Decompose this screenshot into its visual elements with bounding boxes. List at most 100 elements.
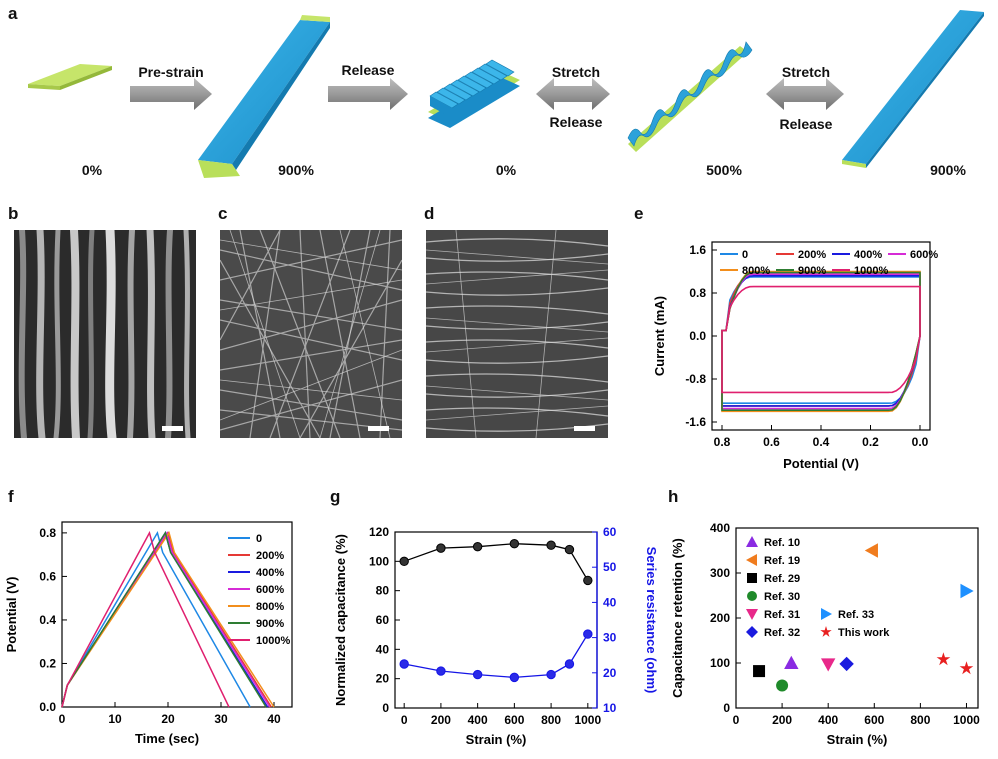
legend-label: 800%	[742, 265, 770, 277]
gcd-series-400%	[61, 531, 269, 708]
y-axis-label: Normalized capacitance (%)	[333, 534, 348, 706]
y-axis-label: Current (mA)	[652, 296, 667, 376]
x-tick-label: 0.8	[714, 435, 731, 449]
fully-stretched-strip	[842, 10, 984, 168]
unstretched-substrate	[28, 64, 112, 90]
stretch-label-1: Stretch	[551, 64, 601, 80]
data-point-ref-33	[960, 583, 974, 599]
x-tick-label: 40	[267, 712, 281, 726]
series-point-right	[399, 659, 409, 669]
sem-image-aligned-fibers	[426, 230, 608, 438]
strain-label-0b: 0%	[495, 162, 517, 178]
y-tick-label: 0.0	[689, 329, 706, 343]
data-point-this-work	[959, 661, 974, 675]
y-tick-label: 0	[382, 701, 389, 715]
data-point-ref-31	[820, 658, 836, 672]
release-arrow	[328, 78, 408, 110]
y-tick-label: 80	[376, 584, 390, 598]
strain-label-900b: 900%	[930, 162, 966, 178]
y-tick-label: 0.2	[39, 656, 56, 670]
panel-label-d: d	[424, 204, 435, 223]
x-axis-label: Potential (V)	[783, 456, 859, 471]
stretch-release-arrow-1	[536, 78, 610, 110]
plot-frame	[394, 531, 598, 709]
data-point-ref-30	[776, 679, 789, 692]
y-tick-label: 0.0	[39, 700, 56, 714]
panel-label-a: a	[8, 4, 18, 23]
series-line-right	[404, 633, 589, 679]
legend-label: Ref. 19	[764, 555, 800, 567]
y-right-tick-label: 50	[603, 560, 617, 574]
series-point-left	[436, 543, 446, 553]
gcd-series-1000%	[61, 530, 230, 708]
sem-image-wrinkled	[14, 230, 196, 438]
partially-stretched-strip	[627, 41, 753, 152]
series-point-right	[436, 666, 446, 676]
series-point-left	[399, 556, 409, 567]
panel-label-g: g	[330, 487, 341, 506]
plot-frame	[61, 521, 293, 708]
y-tick-label: 0.8	[689, 286, 706, 300]
release-label: Release	[341, 62, 395, 78]
scale-bar	[574, 426, 595, 431]
legend-label: Ref. 33	[838, 609, 874, 621]
series-point-left	[546, 540, 556, 550]
release-label-3: Release	[779, 116, 833, 132]
panel-label-h: h	[668, 487, 679, 506]
y-tick-label: 200	[710, 611, 730, 625]
series-point-right	[472, 669, 483, 680]
x-tick-label: 10	[108, 712, 122, 726]
legend-marker	[820, 626, 832, 637]
legend-label: 800%	[256, 601, 284, 613]
chart-cv: 1.6 0.8 0.0 -0.8 -1.6 0.8 0.6 0.4 0.2 0.0 Potentia…	[652, 241, 938, 471]
y-tick-label: 300	[710, 566, 730, 580]
cv-series-800%	[721, 270, 921, 413]
y-tick-label: 40	[376, 642, 390, 656]
legend-label: Ref. 10	[764, 537, 800, 549]
schematic-diagram	[28, 10, 984, 178]
y-tick-label: 400	[710, 521, 730, 535]
strain-label-900a: 900%	[278, 162, 314, 178]
legend-label: 200%	[798, 249, 826, 261]
series-point-left	[583, 575, 593, 586]
legend-marker	[746, 609, 758, 620]
x-tick-label: 600	[864, 713, 884, 727]
x-tick-label: 200	[772, 713, 792, 727]
data-point-ref-19	[864, 543, 878, 558]
y-tick-label: 20	[376, 672, 390, 686]
legend-marker	[746, 626, 758, 638]
y-tick-label: 0.4	[39, 613, 56, 627]
x-tick-label: 0	[59, 712, 66, 726]
x-tick-label: 1000	[574, 713, 601, 727]
x-tick-label: 200	[431, 713, 451, 727]
legend-label: 900%	[798, 265, 826, 277]
chart-gcd: 0.0 0.2 0.4 0.6 0.8 0 10 20 30 40 Time (sec) Potent…	[4, 521, 293, 746]
scale-bar	[162, 426, 183, 431]
x-tick-label: 1000	[953, 713, 980, 727]
series-point-right	[509, 672, 520, 683]
strain-label-0a: 0%	[81, 162, 103, 178]
legend-label: Ref. 29	[764, 573, 800, 585]
gcd-series-800%	[61, 531, 275, 708]
x-tick-label: 800	[541, 713, 561, 727]
series-point-left	[564, 544, 575, 555]
legend-label: 1000%	[854, 265, 888, 277]
x-axis-label: Time (sec)	[135, 731, 199, 746]
gcd-series-0	[61, 530, 251, 708]
stretch-label-2: Stretch	[781, 64, 831, 80]
x-tick-label: 0	[733, 713, 740, 727]
x-tick-label: 800	[910, 713, 930, 727]
cv-series-900%	[721, 271, 921, 411]
panel-label-b: b	[8, 204, 19, 223]
prestretched-strip	[198, 15, 330, 178]
y-axis-label: Potential (V)	[4, 577, 19, 653]
legend-label: 0	[256, 533, 262, 545]
series-point-right	[546, 669, 556, 680]
y-right-tick-label: 20	[603, 666, 617, 680]
cv-series-400%	[721, 275, 921, 407]
legend-label: Ref. 31	[764, 609, 800, 621]
legend-marker	[747, 573, 757, 583]
x-axis-label: Strain (%)	[466, 732, 527, 747]
x-tick-label: 30	[214, 712, 228, 726]
